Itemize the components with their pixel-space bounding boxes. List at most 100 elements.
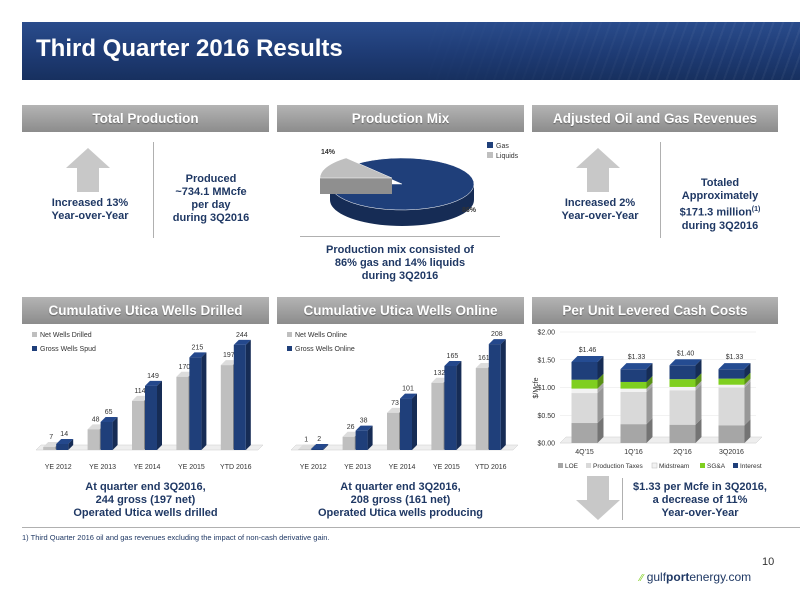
legend-swatch (700, 463, 705, 468)
pie-slice-side-liquids (320, 178, 392, 194)
x-tick-label: YTD 2016 (220, 464, 252, 471)
page-number: 10 (762, 556, 775, 568)
stack-segment (620, 388, 647, 392)
production-mix-chart: 86% 14% Gas Liquids (319, 142, 519, 226)
bar-value-label: 132 (434, 370, 446, 377)
stack-segment (718, 387, 745, 426)
company-logo: ⁄⁄ gulfportenergy.com (640, 570, 751, 584)
pie-slice-side-gas (330, 184, 474, 226)
stack-side (597, 387, 604, 424)
bar (431, 382, 444, 450)
bar-value-label: 65 (105, 409, 113, 416)
total-label: $1.40 (677, 350, 695, 357)
x-tick-label: 4Q'15 (575, 449, 594, 456)
totaled-line: Approximately (681, 190, 759, 202)
header-utica-drilled: Cumulative Utica Wells Drilled (22, 297, 269, 324)
bar-side (310, 444, 316, 450)
x-tick-label: YE 2015 (178, 464, 205, 471)
bar-top (100, 417, 118, 422)
bar-value-label: 26 (347, 424, 355, 431)
header-total-production: Total Production (22, 105, 269, 132)
logo-text-suffix: energy.com (689, 570, 752, 584)
x-tick-label: YE 2013 (89, 464, 116, 471)
bar (475, 368, 488, 450)
bar (233, 344, 246, 450)
y-tick-label: $1.00 (537, 385, 555, 392)
bar (400, 398, 412, 450)
decrease-arrow-icon (576, 476, 620, 520)
legend-swatch (287, 332, 292, 337)
x-tick-label: 3Q2016 (719, 449, 744, 456)
bar-side (112, 417, 118, 450)
pie-slice-liquids (319, 157, 393, 179)
totaled-line: $171.3 million(1) (662, 203, 778, 220)
stack-segment (718, 378, 745, 385)
bar-value-label: 101 (402, 386, 414, 393)
totaled-line: Totaled (700, 177, 740, 189)
bar-top (475, 363, 493, 369)
bar-top (43, 441, 61, 447)
divider (622, 478, 623, 520)
bar (488, 344, 501, 450)
stack-side (646, 363, 653, 382)
stack-segment (620, 381, 647, 389)
stack-segment (669, 386, 696, 391)
x-tick-label: YE 2012 (300, 464, 327, 471)
bar-value-label: 197 (223, 352, 235, 359)
divider (660, 142, 661, 238)
bar (100, 422, 113, 450)
header-adjusted-revenues: Adjusted Oil and Gas Revenues (532, 105, 778, 132)
legend-swatch (32, 346, 37, 351)
stack-side (695, 373, 702, 387)
title-banner: Third Quarter 2016 Results (22, 22, 800, 80)
stack-segment (620, 369, 647, 382)
bar-side (201, 352, 207, 450)
stack-side (744, 378, 751, 388)
stack-segment (669, 390, 696, 425)
legend-label: Gross Wells Spud (40, 346, 96, 353)
pie-label-gas: 86% (462, 207, 477, 214)
legend-swatch-gas (487, 142, 493, 148)
bar-top (233, 339, 251, 345)
stack-side (744, 363, 751, 379)
stack-top (620, 363, 653, 370)
bar-value-label: 7 (49, 434, 53, 441)
logo-text-prefix: gulf (646, 570, 667, 584)
legend-swatch-liquids (487, 152, 493, 158)
x-tick-label: YTD 2016 (475, 464, 507, 471)
legend-label: Production Taxes (593, 463, 643, 470)
legend-label-liquids: Liquids (496, 153, 519, 160)
bar-side (412, 393, 417, 450)
stack-side (695, 359, 702, 380)
bar-value-label: 38 (360, 418, 368, 425)
stack-side (646, 382, 653, 392)
bar (355, 430, 368, 450)
bar-value-label: 149 (147, 373, 159, 380)
bar-top (56, 438, 74, 444)
legend-label: Gross Wells Online (295, 346, 355, 353)
produced-text: Produced ~734.1 MMcfe per day during 3Q2… (172, 173, 250, 224)
bar-side (68, 438, 74, 450)
y-tick-label: $1.50 (537, 357, 555, 364)
bar-top (189, 352, 207, 358)
footnote-mark: (1) (751, 206, 761, 213)
legend-swatch (558, 463, 563, 468)
legend-label: SG&A (707, 463, 726, 470)
stack-side (744, 372, 751, 385)
header-utica-online: Cumulative Utica Wells Online (277, 297, 524, 324)
stack-segment (571, 379, 598, 389)
bar-value-label: 165 (447, 353, 459, 360)
divider (153, 142, 154, 238)
bar-value-label: 2 (317, 436, 321, 443)
bar-value-label: 114 (134, 388, 145, 395)
legend-label: Interest (740, 463, 762, 470)
legend-swatch (586, 463, 591, 468)
legend-swatch (651, 462, 658, 469)
bar-side (245, 339, 251, 450)
stack-side (646, 385, 653, 425)
page-title: Third Quarter 2016 Results (36, 35, 343, 62)
legend-swatch (287, 346, 292, 351)
bar-top (87, 424, 105, 430)
divider (300, 236, 500, 237)
x-tick-label: YE 2012 (45, 464, 72, 471)
